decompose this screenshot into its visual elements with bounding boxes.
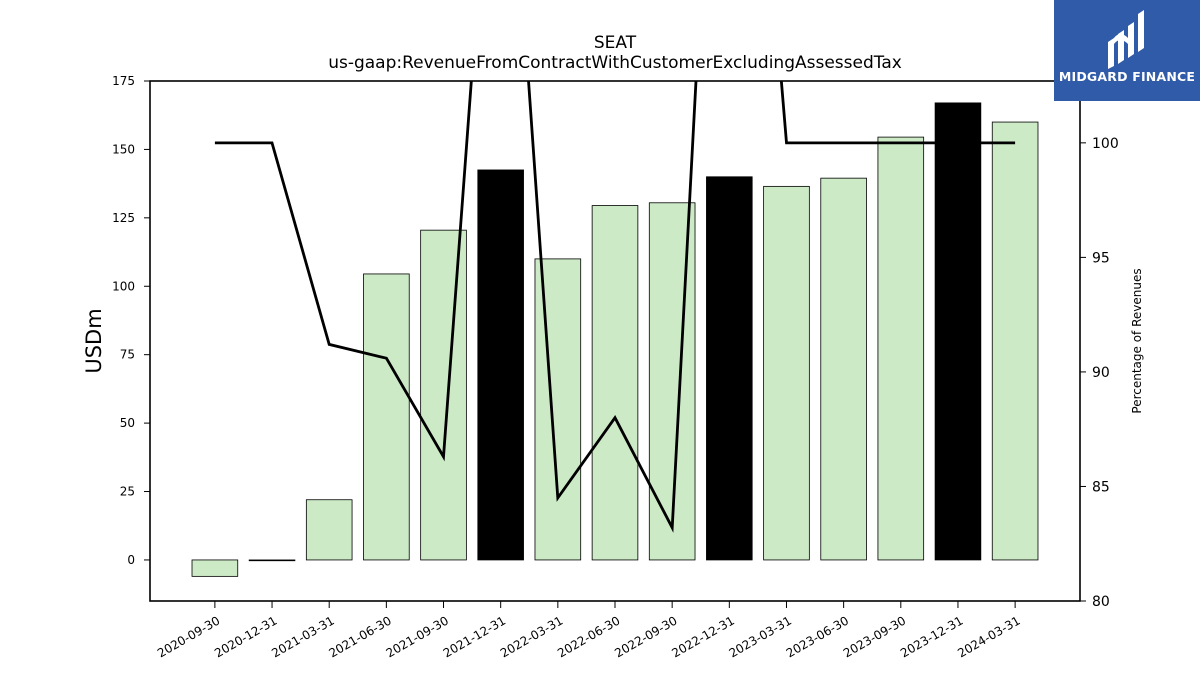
bar-2021-09-30 (420, 229, 467, 561)
percentage-line (214, 81, 1016, 533)
x-tick-label: 2022-03-31 (498, 613, 565, 660)
bar-2022-12-31 (706, 176, 753, 561)
logo-icon (1108, 10, 1144, 69)
x-tick-label: 2022-06-30 (555, 613, 622, 660)
y2-tick-label: 80 (1092, 594, 1110, 610)
y-tick-label: 0 (127, 553, 135, 567)
y-tick-label: 100 (112, 279, 135, 293)
chart-title: SEAT (594, 33, 637, 53)
bar-2022-03-31 (534, 258, 582, 561)
y-tick-label: 150 (112, 142, 135, 156)
x-tick-label: 2023-09-30 (841, 613, 908, 660)
x-tick-label: 2021-12-31 (441, 613, 508, 660)
left-axis-ticks: 0 25 50 75 100 125 150 175 (112, 74, 150, 567)
bar-2023-06-30 (820, 177, 867, 561)
y2-axis-label: Percentage of Revenues (1130, 268, 1144, 413)
x-tick-label: 2023-12-31 (898, 613, 965, 660)
x-tick-label: 2023-03-31 (727, 613, 794, 660)
x-tick-label: 2024-03-31 (955, 613, 1022, 660)
x-tick-label: 2022-12-31 (669, 613, 736, 660)
y-axis-label: USDm (82, 308, 106, 373)
x-tick-label: 2021-03-31 (269, 613, 336, 660)
x-tick-label: 2020-09-30 (155, 613, 222, 660)
bar-2021-12-31 (477, 169, 524, 561)
bar-2020-09-30 (191, 559, 239, 577)
y2-tick-label: 85 (1092, 479, 1110, 495)
x-tick-label: 2023-06-30 (784, 613, 851, 660)
y-tick-label: 75 (120, 348, 135, 362)
y-tick-label: 25 (120, 485, 135, 499)
x-tick-label: 2020-12-31 (212, 613, 279, 660)
y-tick-label: 125 (112, 211, 135, 225)
y2-tick-label: 90 (1092, 365, 1110, 381)
right-axis-ticks: 80 85 90 95 100 (1080, 136, 1119, 610)
y-tick-label: 50 (120, 416, 135, 430)
y-tick-label: 175 (112, 74, 135, 88)
logo-text: MIDGARD FINANCE (1058, 69, 1196, 84)
bar-2021-06-30 (363, 273, 410, 561)
bar-2023-09-30 (877, 136, 925, 561)
y2-tick-label: 100 (1092, 136, 1119, 152)
y2-tick-label: 95 (1092, 250, 1110, 266)
chart-subtitle: us-gaap:RevenueFromContractWithCustomerE… (328, 53, 902, 73)
bar-2023-12-31 (934, 102, 982, 561)
bar-2020-12-31 (248, 559, 296, 562)
bar-2021-03-31 (305, 499, 353, 561)
bar-2022-06-30 (591, 205, 639, 561)
x-axis-ticks: 2020-09-302020-12-312021-03-312021-06-30… (155, 601, 1023, 660)
x-tick-label: 2022-09-30 (612, 613, 679, 660)
bar-series (191, 102, 1039, 577)
x-tick-label: 2021-09-30 (384, 613, 451, 660)
brand-logo: MIDGARD FINANCE (1054, 0, 1200, 101)
bar-2023-03-31 (763, 185, 810, 561)
line-series (214, 81, 1016, 533)
bar-2024-03-31 (991, 121, 1039, 561)
x-tick-label: 2021-06-30 (326, 613, 393, 660)
